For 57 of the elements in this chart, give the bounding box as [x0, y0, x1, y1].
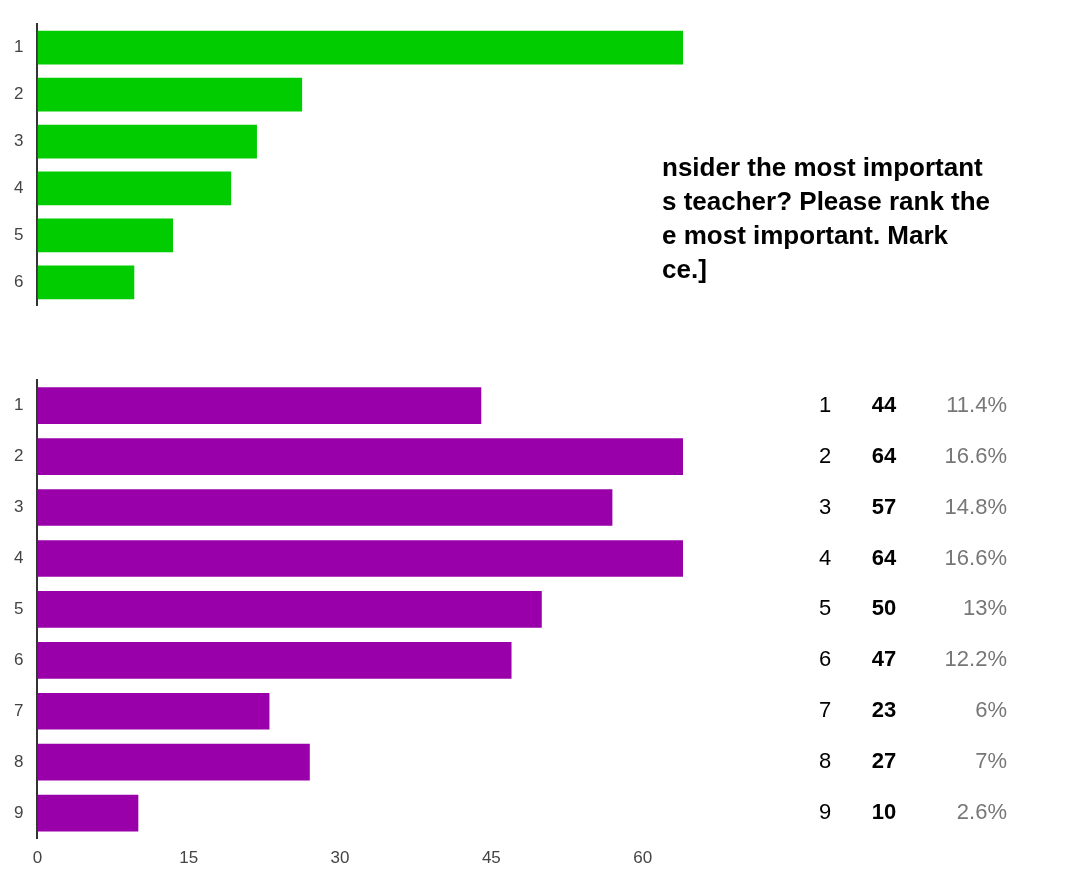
bar — [37, 540, 683, 577]
y-tick-label: 3 — [13, 131, 24, 151]
category-label: 6 — [818, 646, 832, 672]
text: 13% — [962, 595, 1007, 621]
y-tick-label: 5 — [13, 225, 24, 245]
text: 16.6% — [944, 544, 1007, 570]
bar — [37, 692, 270, 730]
bar — [37, 387, 482, 424]
x-tick-label: 0 — [32, 848, 43, 868]
category-label: 7 — [818, 697, 832, 723]
y-tick-label: 2 — [13, 446, 24, 466]
category-label: 2 — [818, 442, 832, 468]
x-tick-label: 15 — [179, 848, 199, 868]
x-tick-label: 60 — [633, 848, 653, 868]
category-label: 9 — [818, 799, 832, 825]
text: 16.6% — [944, 442, 1007, 468]
data-label: 27 — [871, 748, 897, 774]
bar — [37, 642, 512, 679]
category-label: 3 — [818, 493, 832, 519]
data-label: 57 — [871, 493, 897, 519]
y-tick-label: 9 — [13, 802, 24, 822]
y-tick-label: 8 — [13, 751, 24, 771]
text: 14.8% — [944, 493, 1007, 519]
text: 7% — [975, 748, 1007, 774]
y-tick-label: 4 — [13, 178, 24, 198]
data-label: 23 — [871, 697, 897, 723]
y-tick-label: 7 — [13, 700, 24, 720]
data-label: 64 — [871, 442, 897, 468]
bar — [37, 489, 613, 526]
text: 11.4% — [946, 391, 1007, 417]
text: 12.2% — [944, 646, 1007, 672]
category-label: 1 — [818, 391, 832, 417]
y-tick-label: 1 — [13, 395, 24, 415]
y-tick-label: 5 — [13, 599, 24, 619]
data-label: 44 — [871, 391, 897, 417]
x-tick-label: 45 — [481, 848, 501, 868]
text: nsider the most important s teacher? Please rank the e most important. Mark ce.] — [662, 151, 992, 286]
text: 2.6% — [956, 799, 1007, 825]
bar — [37, 794, 139, 832]
category-label: 8 — [818, 748, 832, 774]
y-tick-label: 2 — [13, 84, 24, 104]
bar — [37, 591, 542, 628]
y-tick-label: 4 — [13, 548, 24, 568]
y-tick-label: 3 — [13, 497, 24, 517]
text: 6% — [975, 697, 1007, 723]
category-label: 4 — [818, 544, 832, 570]
x-tick-label: 30 — [330, 848, 350, 868]
bar — [37, 743, 310, 781]
y-tick-label: 6 — [13, 650, 24, 670]
data-label: 64 — [871, 544, 897, 570]
bar — [37, 438, 683, 475]
data-label: 10 — [871, 799, 897, 825]
data-label: 50 — [871, 595, 897, 621]
y-tick-label: 6 — [13, 272, 24, 292]
data-label: 47 — [871, 646, 897, 672]
y-tick-label: 1 — [13, 37, 24, 57]
category-label: 5 — [818, 595, 832, 621]
